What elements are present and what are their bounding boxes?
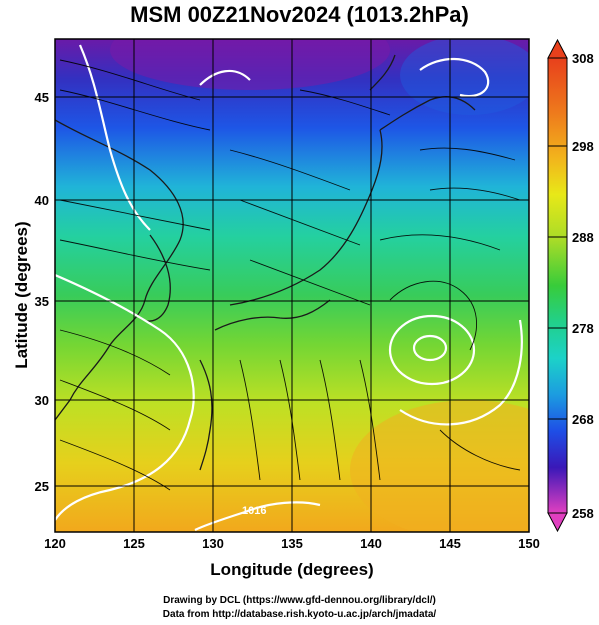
colorbar-tick-268: 268 [572, 412, 594, 427]
cold-region [110, 39, 390, 90]
contour-label: 1016 [242, 505, 266, 517]
lon-tick-135: 135 [281, 536, 303, 551]
colorbar-tick-288: 288 [572, 230, 594, 245]
colorbar-bottom-arrow [547, 512, 568, 533]
credit-drawing: Drawing by DCL (https://www.gfd-dennou.o… [163, 595, 436, 606]
lon-tick-150: 150 [518, 536, 540, 551]
lon-tick-125: 125 [123, 536, 145, 551]
wind-streamlines [59, 59, 521, 491]
colorbar-top-arrow [547, 38, 568, 59]
lat-tick-labels: 25 30 35 40 45 [35, 90, 49, 494]
warm-region [350, 400, 529, 532]
lon-tick-140: 140 [360, 536, 382, 551]
lat-tick-25: 25 [35, 479, 49, 494]
colorbar-scale [547, 57, 568, 514]
lat-lon-grid [55, 39, 529, 532]
lon-tick-145: 145 [439, 536, 461, 551]
lat-tick-35: 35 [35, 294, 49, 309]
map-frame [54, 38, 530, 533]
cold-region-north-east [400, 39, 529, 115]
lat-tick-45: 45 [35, 90, 49, 105]
pressure-contours [55, 44, 523, 531]
lat-tick-30: 30 [35, 393, 49, 408]
colorbar: 308 298 288 278 268 258 [547, 38, 594, 533]
colorbar-tick-258: 258 [572, 506, 594, 521]
colorbar-tick-278: 278 [572, 321, 594, 336]
lon-tick-130: 130 [202, 536, 224, 551]
y-axis-label: Latitude (degrees) [12, 221, 31, 369]
x-axis-label: Longitude (degrees) [210, 560, 374, 579]
colorbar-tick-308: 308 [572, 51, 594, 66]
map-title: MSM 00Z21Nov2024 (1013.2hPa) [130, 2, 469, 27]
lat-tick-40: 40 [35, 193, 49, 208]
coastlines [55, 54, 476, 471]
credit-data: Data from http://database.rish.kyoto-u.a… [162, 609, 437, 620]
lon-tick-labels: 120 125 130 135 140 145 150 [44, 536, 540, 551]
colorbar-tick-298: 298 [572, 139, 594, 154]
lon-tick-120: 120 [44, 536, 66, 551]
